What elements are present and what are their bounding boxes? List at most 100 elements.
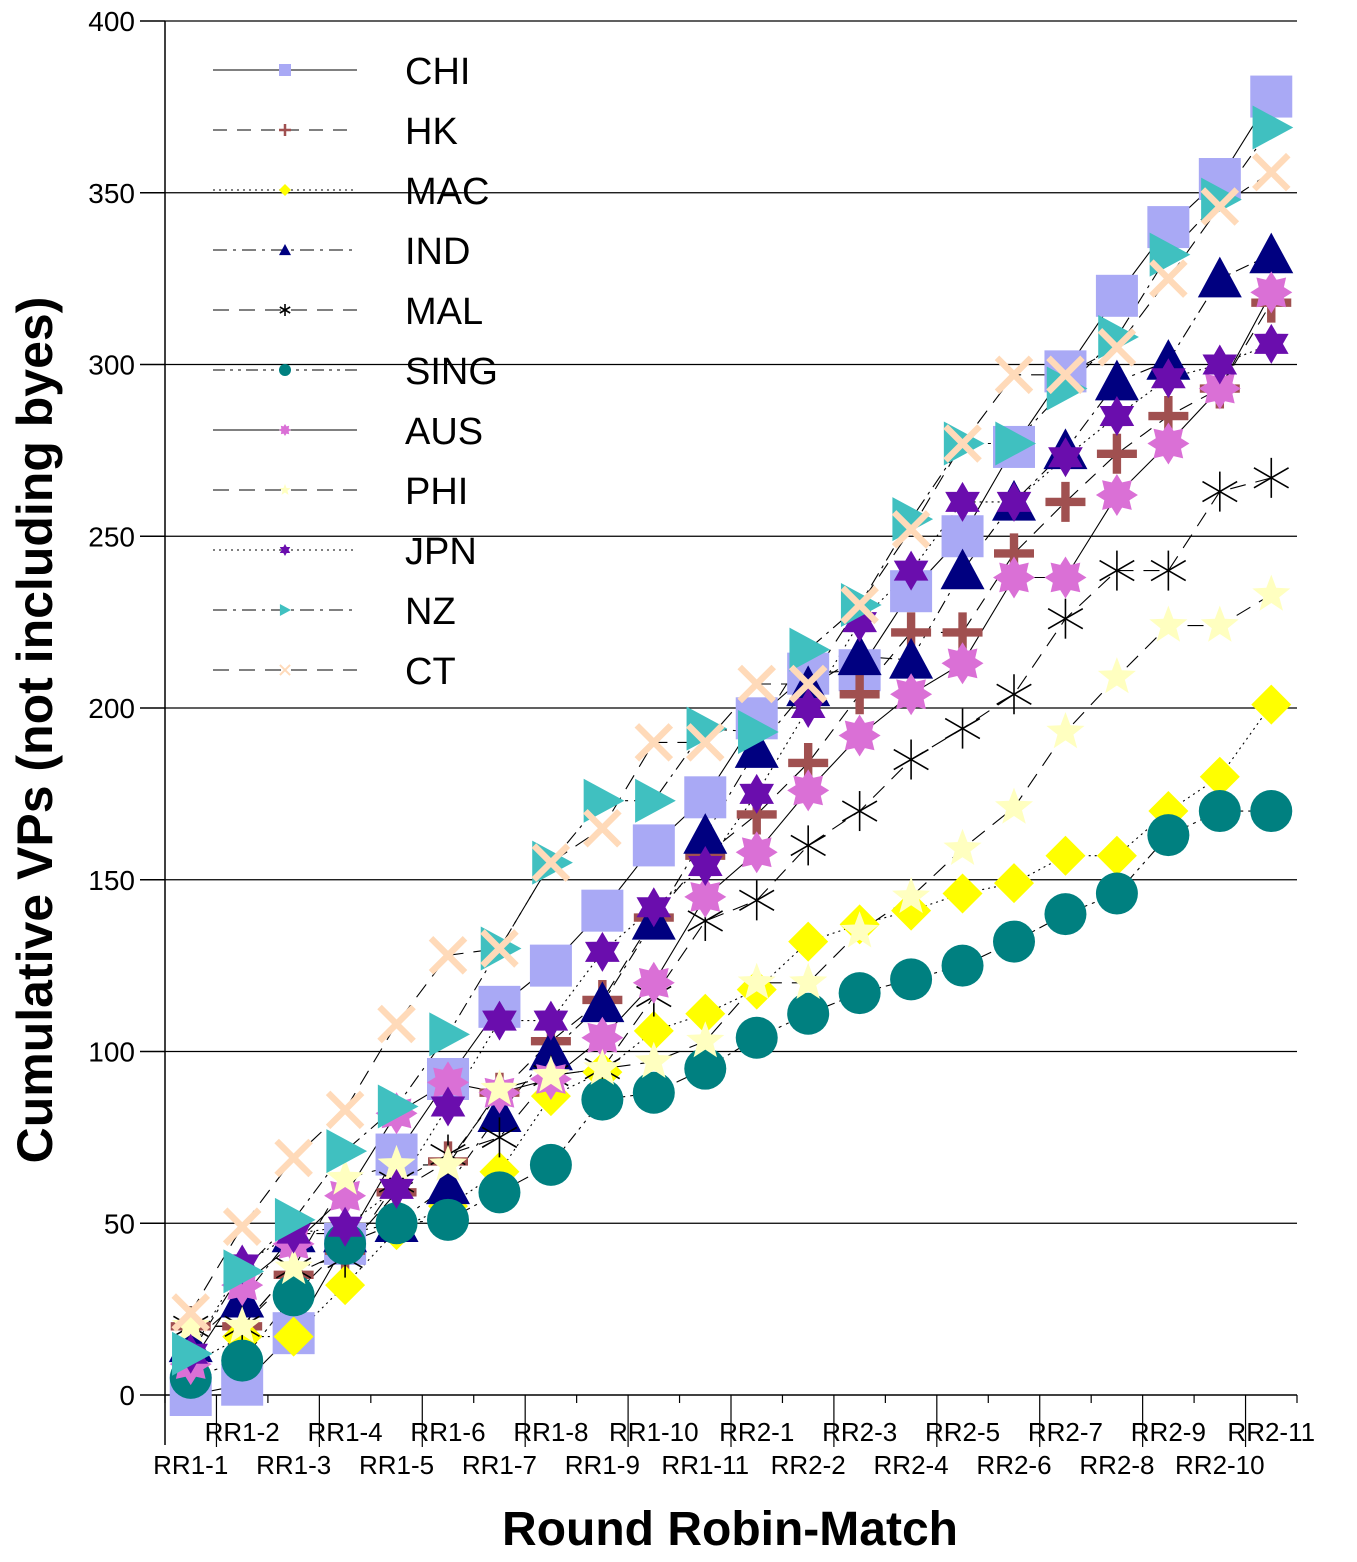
data-point (481, 1117, 518, 1158)
data-point (890, 958, 933, 1001)
x-tick-label: RR2-11 (1227, 1417, 1315, 1447)
data-point (1095, 274, 1138, 317)
data-point (738, 710, 779, 755)
data-point (943, 828, 982, 865)
cross-bar (1046, 355, 1085, 395)
legend-item-phi: PHI (213, 471, 468, 513)
asterisk-bar (841, 800, 878, 822)
x-tick-label: RR1-8 (513, 1417, 588, 1447)
data-point (739, 773, 774, 814)
x-tick-label: RR2-3 (822, 1417, 897, 1447)
series-layer (168, 75, 1294, 1416)
legend-marker (279, 184, 291, 196)
legend-marker (279, 484, 291, 495)
asterisk-bar (893, 748, 929, 771)
x-tick-label: RR1-9 (565, 1450, 640, 1480)
y-tick-label: 250 (88, 521, 135, 552)
y-axis-title: Cumulative VPs (not including byes) (7, 297, 63, 1164)
data-point (326, 1129, 368, 1174)
data-point (940, 548, 985, 590)
x-tick-label: RR1-4 (308, 1417, 383, 1447)
data-point (788, 664, 828, 704)
data-point (327, 1206, 363, 1247)
data-point (945, 481, 980, 522)
legend-marker (279, 244, 291, 256)
data-point (585, 931, 620, 972)
data-point (1252, 574, 1291, 611)
data-point (1096, 835, 1137, 876)
data-point (683, 813, 728, 854)
data-point (1099, 396, 1135, 436)
data-point (1150, 550, 1187, 591)
data-point (1046, 712, 1085, 749)
data-point (893, 550, 929, 591)
data-point (1096, 433, 1137, 474)
data-point (377, 1144, 416, 1181)
series-line-ct (190, 171, 1272, 1313)
cross-bar (788, 664, 828, 704)
data-point (686, 706, 728, 751)
data-point (1047, 598, 1084, 639)
legend-item-ind: IND (213, 231, 470, 273)
asterisk-bar (944, 717, 981, 740)
data-point (273, 1316, 314, 1357)
legend-label: HK (405, 111, 458, 153)
cross-bar (222, 1207, 262, 1246)
x-tick-label: RR2-6 (976, 1450, 1051, 1480)
data-point (787, 992, 830, 1035)
asterisk-bar (1047, 607, 1084, 630)
data-point (583, 778, 625, 823)
data-point (480, 1069, 519, 1106)
data-point (1151, 358, 1186, 399)
x-tick-label: RR1-7 (462, 1450, 537, 1480)
data-point (739, 880, 775, 921)
cross-bar (480, 929, 519, 968)
data-point (1251, 684, 1292, 725)
legend-item-nz: NZ (213, 591, 456, 633)
legend-label: IND (405, 231, 470, 273)
data-point (1200, 605, 1239, 642)
data-point (429, 1144, 467, 1181)
series-line-mac (190, 704, 1272, 1365)
data-point (840, 585, 879, 625)
data-point (325, 1265, 366, 1306)
data-point (994, 863, 1034, 904)
asterisk-bar (687, 910, 723, 932)
x-tick-label: RR1-1 (153, 1450, 228, 1480)
cross-bar (279, 664, 291, 676)
cross-bar (1252, 152, 1291, 192)
series-line-chi (190, 96, 1272, 1396)
legend-marker (279, 304, 291, 316)
data-point (633, 1010, 674, 1051)
data-point (1099, 550, 1135, 591)
data-point (529, 944, 572, 987)
asterisk-bar (739, 889, 775, 912)
data-point (996, 674, 1032, 715)
data-point (735, 1016, 778, 1059)
series-markers-chi (169, 75, 1293, 1416)
data-point (274, 1197, 316, 1242)
y-tick-label: 0 (119, 1380, 135, 1411)
data-point (734, 727, 779, 768)
data-point (1045, 835, 1086, 876)
legend-marker (279, 604, 291, 616)
data-point (531, 1055, 570, 1092)
legend-item-mal: MAL (213, 291, 483, 333)
data-point (171, 1293, 210, 1332)
legend-marker (279, 364, 291, 376)
data-point (890, 673, 933, 716)
data-point (941, 642, 984, 685)
x-tick-label: RR2-7 (1028, 1417, 1103, 1447)
data-point (942, 873, 983, 914)
data-point (1199, 756, 1240, 797)
y-tick-label: 50 (104, 1208, 135, 1239)
data-point (272, 1274, 315, 1317)
x-tick-label: RR1-6 (410, 1417, 485, 1447)
data-point (993, 920, 1035, 963)
data-point (1252, 105, 1294, 150)
series-markers-ct (171, 152, 1291, 1332)
data-point (427, 1198, 469, 1241)
data-point (995, 421, 1036, 466)
legend-label: CT (405, 651, 456, 693)
